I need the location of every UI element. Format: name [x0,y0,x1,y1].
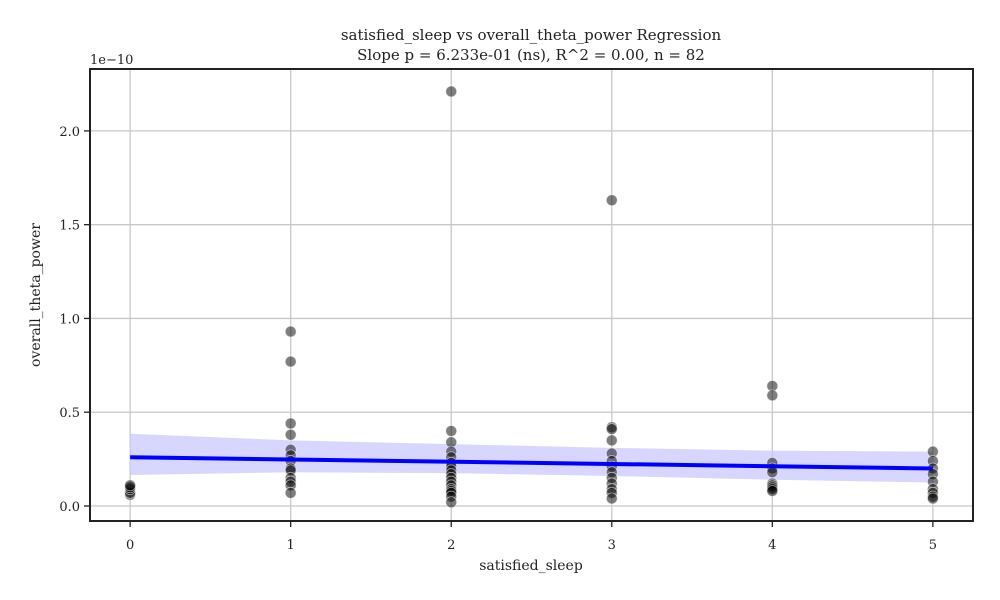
x-axis-label: satisfied_sleep [479,558,583,574]
data-point [284,486,297,499]
y-tick-label: 0.5 [59,406,80,421]
x-axis-ticks: 0 1 2 3 4 5 [126,521,937,553]
x-tick-label: 1 [287,538,295,553]
data-point [605,194,618,207]
x-tick-label: 2 [447,538,455,553]
x-tick-label: 4 [768,538,776,553]
x-tick-label: 0 [126,538,134,553]
data-point [124,479,137,492]
grid-lines [90,69,973,521]
x-tick-label: 5 [929,538,937,553]
data-point [284,417,297,430]
data-point [284,428,297,441]
chart-title: satisfied_sleep vs overall_theta_power R… [341,26,722,44]
data-point [766,466,779,479]
data-point [445,85,458,98]
data-point [605,434,618,447]
data-point [284,325,297,338]
confidence-band [130,433,933,483]
y-tick-label: 0.0 [59,500,80,515]
data-point [605,492,618,505]
scatter-points [124,85,939,509]
y-offset-label: 1e−10 [90,53,133,68]
data-point [926,492,939,505]
data-point [605,423,618,435]
plot-frame [89,68,974,522]
data-point [445,425,458,437]
data-point [766,389,779,402]
y-tick-label: 2.0 [59,125,80,140]
regression-line [130,455,933,471]
data-point [766,485,779,497]
y-axis-ticks: 0.0 0.5 1.0 1.5 2.0 [59,125,90,515]
y-tick-label: 1.5 [59,219,80,234]
chart-subtitle: Slope p = 6.233e-01 (ns), R^2 = 0.00, n … [357,46,705,64]
data-point [445,496,458,509]
data-point [284,355,297,368]
x-tick-label: 3 [608,538,616,553]
y-tick-label: 1.0 [59,312,80,327]
y-axis-label: overall_theta_power [28,223,44,367]
